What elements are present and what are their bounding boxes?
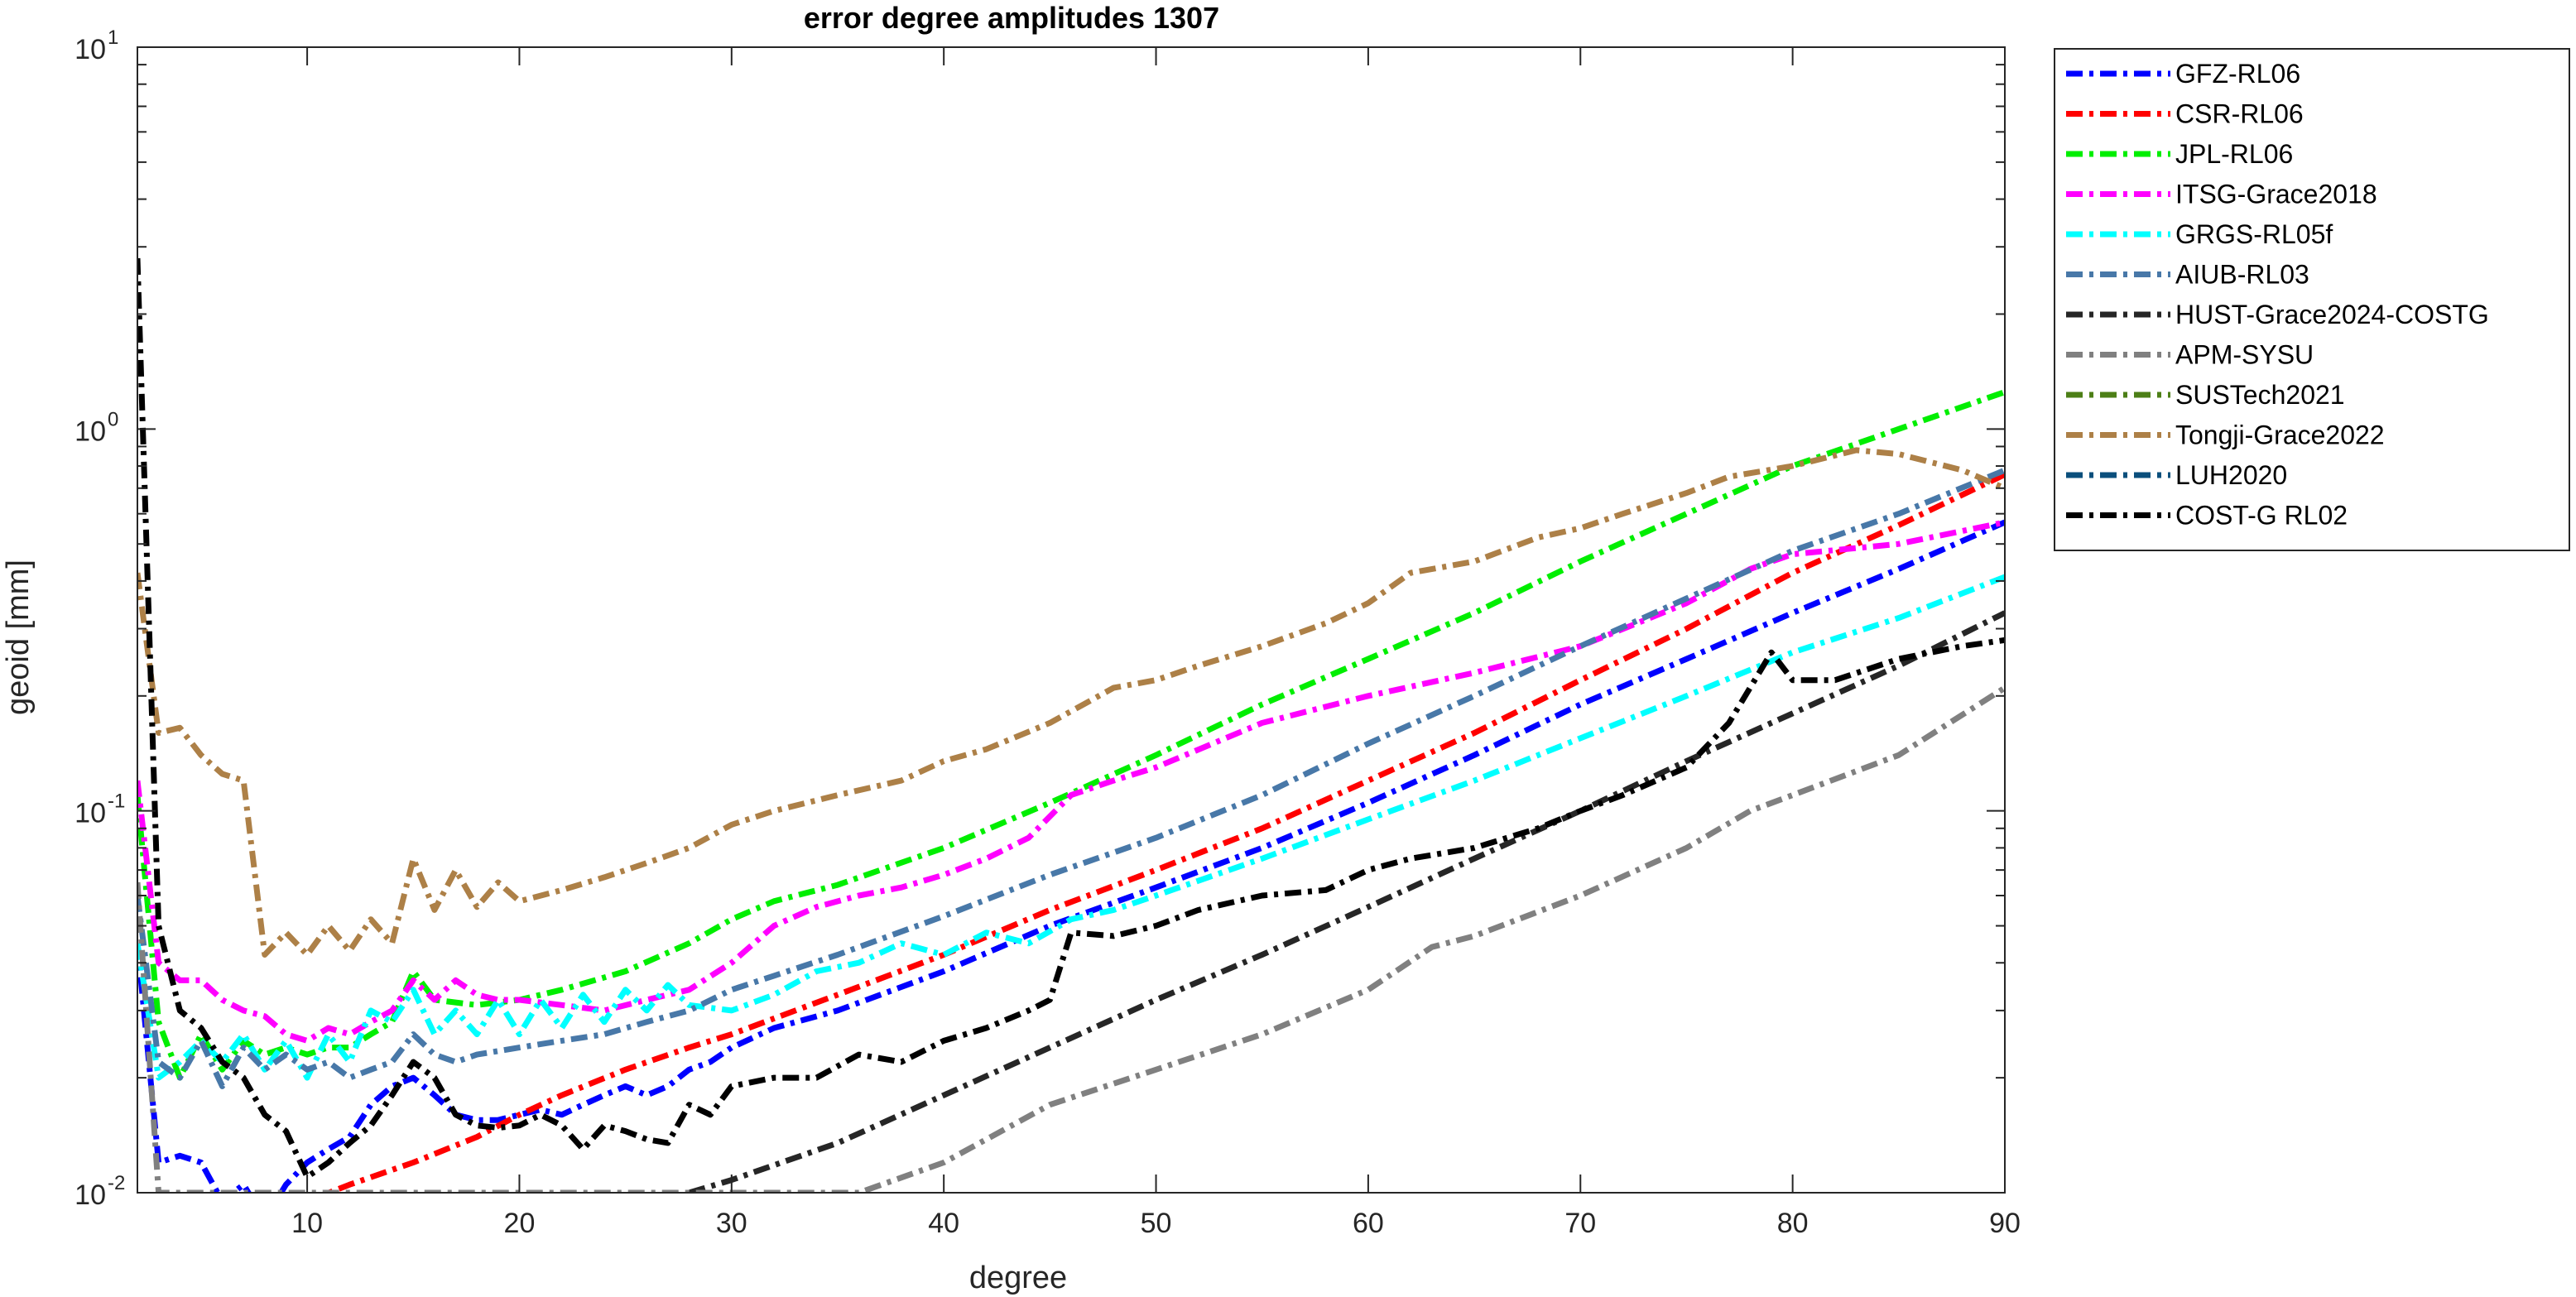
legend-item: AIUB-RL03 bbox=[2066, 260, 2309, 290]
legend-item: HUST-Grace2024-COSTG bbox=[2066, 300, 2489, 329]
y-tick-label: 10 0 bbox=[74, 408, 118, 447]
x-tick-label: 20 bbox=[504, 1208, 536, 1239]
x-tick-label: 80 bbox=[1777, 1208, 1809, 1239]
x-tick-label: 70 bbox=[1564, 1208, 1596, 1239]
y-tick-label-exponent: 0 bbox=[108, 408, 118, 430]
series-lines bbox=[137, 257, 2005, 1193]
legend-label: GFZ-RL06 bbox=[2175, 59, 2300, 89]
legend: GFZ-RL06 CSR-RL06 JPL-RL06 ITSG-Grace2018 GR… bbox=[2054, 48, 2570, 551]
x-tick-label: 60 bbox=[1353, 1208, 1384, 1239]
legend-item: GRGS-RL05f bbox=[2066, 219, 2333, 249]
y-axis-label: geoid [mm] bbox=[1, 560, 36, 715]
plot-area bbox=[137, 46, 2006, 1194]
plot-background bbox=[137, 47, 2005, 1193]
x-tick-label: 90 bbox=[1989, 1208, 2021, 1239]
legend-label: HUST-Grace2024-COSTG bbox=[2175, 300, 2489, 329]
series-line-11 bbox=[137, 257, 2005, 1180]
legend-item: JPL-RL06 bbox=[2066, 139, 2293, 169]
y-tick-label: 10 1 bbox=[74, 26, 118, 65]
series-line-0 bbox=[137, 519, 2005, 1193]
legend-label: APM-SYSU bbox=[2175, 340, 2314, 370]
legend-label: ITSG-Grace2018 bbox=[2175, 180, 2377, 209]
y-tick-label-exponent: -1 bbox=[108, 790, 125, 813]
legend-item: LUH2020 bbox=[2066, 460, 2287, 490]
series-line-3 bbox=[137, 519, 2005, 1044]
series-line-5 bbox=[137, 467, 2005, 1089]
y-tick-label-base: 10 bbox=[74, 416, 106, 447]
legend-item: SUSTech2021 bbox=[2066, 380, 2345, 410]
y-tick-label-base: 10 bbox=[74, 1179, 106, 1211]
legend-label: AIUB-RL03 bbox=[2175, 260, 2309, 290]
series-line-1 bbox=[320, 472, 2005, 1193]
legend-label: GRGS-RL05f bbox=[2175, 219, 2333, 249]
legend-label: LUH2020 bbox=[2175, 460, 2287, 490]
x-tick-label: 30 bbox=[716, 1208, 747, 1239]
y-tick-label-base: 10 bbox=[74, 798, 106, 829]
legend-label: COST-G RL02 bbox=[2175, 501, 2348, 531]
x-tick-label: 40 bbox=[928, 1208, 959, 1239]
series-line-6 bbox=[688, 610, 2005, 1193]
plot-frame bbox=[137, 46, 2006, 1194]
x-axis: 10 20 30 40 50 60 70 80 90 bbox=[291, 47, 2021, 1239]
x-tick-label: 50 bbox=[1141, 1208, 1172, 1239]
x-axis-label: degree bbox=[969, 1261, 1067, 1295]
series-line-7 bbox=[137, 685, 2005, 1193]
legend-label: SUSTech2021 bbox=[2175, 380, 2345, 410]
y-tick-label-base: 10 bbox=[74, 34, 106, 65]
legend-item: COST-G RL02 bbox=[2066, 501, 2348, 531]
chart-title: error degree amplitudes 1307 bbox=[804, 1, 1219, 35]
legend-label: JPL-RL06 bbox=[2175, 139, 2293, 169]
legend-label: CSR-RL06 bbox=[2175, 99, 2304, 129]
legend-item: APM-SYSU bbox=[2066, 340, 2314, 370]
y-tick-label-exponent: 1 bbox=[108, 26, 118, 49]
y-tick-label-exponent: -2 bbox=[108, 1172, 125, 1194]
legend-label: Tongji-Grace2022 bbox=[2175, 420, 2385, 450]
legend-box bbox=[2054, 48, 2570, 551]
x-tick-label: 10 bbox=[291, 1208, 323, 1239]
series-line-9 bbox=[137, 447, 2005, 958]
y-tick-label: 10 -2 bbox=[74, 1172, 125, 1211]
legend-item: CSR-RL06 bbox=[2066, 99, 2304, 129]
y-tick-label: 10 -1 bbox=[74, 790, 125, 829]
legend-item: Tongji-Grace2022 bbox=[2066, 420, 2385, 450]
legend-item: ITSG-Grace2018 bbox=[2066, 180, 2377, 209]
legend-item: GFZ-RL06 bbox=[2066, 59, 2300, 89]
